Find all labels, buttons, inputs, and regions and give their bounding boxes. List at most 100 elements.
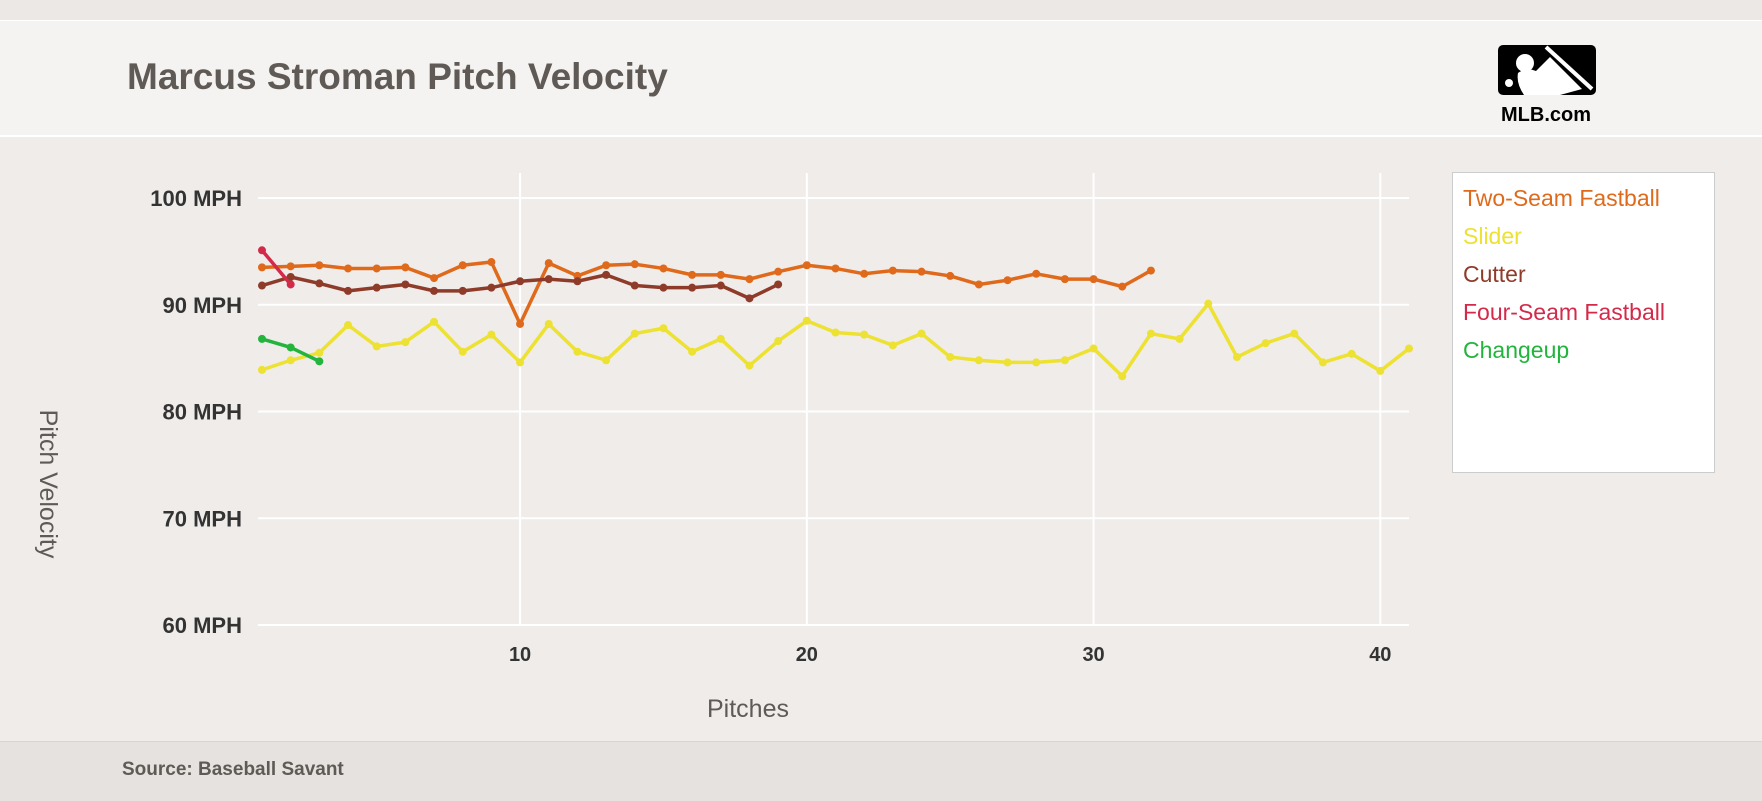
data-point [774, 337, 783, 346]
data-point [1261, 339, 1270, 348]
data-point [860, 330, 869, 339]
data-point [344, 286, 353, 295]
data-point [286, 356, 295, 365]
data-point [1146, 266, 1155, 275]
data-point [1060, 356, 1069, 365]
data-point [602, 356, 611, 365]
data-point [1318, 358, 1327, 367]
data-point [774, 280, 783, 289]
x-tick-label: 10 [509, 644, 531, 666]
data-point [516, 358, 525, 367]
data-point [258, 246, 266, 255]
data-point [487, 330, 496, 339]
chart-title: Marcus Stroman Pitch Velocity [127, 56, 668, 97]
data-point [688, 347, 697, 356]
data-point [688, 270, 697, 279]
data-point [458, 286, 467, 295]
data-point [745, 275, 754, 284]
data-point [286, 272, 295, 281]
y-tick-label: 90 MPH [163, 293, 242, 318]
data-point [258, 334, 266, 343]
y-tick-label: 70 MPH [163, 506, 242, 531]
data-point [602, 270, 611, 279]
data-point [544, 275, 553, 284]
mlb-logo: MLB.com [1496, 43, 1598, 129]
data-point [1204, 299, 1213, 308]
data-point [344, 321, 353, 330]
data-point [802, 261, 811, 270]
data-point [1146, 329, 1155, 338]
data-point [458, 347, 467, 356]
data-point [917, 267, 926, 276]
data-point [630, 260, 639, 269]
data-point [946, 271, 955, 280]
data-point [888, 341, 897, 350]
data-point [974, 356, 983, 365]
data-point [1089, 344, 1098, 353]
data-point [860, 269, 869, 278]
data-point [516, 319, 525, 328]
data-point [487, 258, 496, 267]
data-point [401, 263, 410, 272]
data-point [430, 274, 439, 283]
data-point [286, 280, 295, 289]
data-point [544, 259, 553, 268]
data-point [1376, 366, 1385, 375]
data-point [544, 319, 553, 328]
data-point [372, 342, 381, 351]
data-point [831, 264, 840, 273]
data-point [602, 261, 611, 270]
data-point [573, 277, 582, 286]
data-point [1118, 282, 1127, 291]
data-point [372, 264, 381, 273]
y-tick-label: 80 MPH [163, 400, 242, 425]
data-point [315, 279, 324, 288]
source-note: Source: Baseball Savant [122, 759, 344, 780]
data-point [258, 281, 266, 290]
data-point [458, 261, 467, 270]
y-tick-label: 100 MPH [150, 186, 242, 211]
data-point [1089, 275, 1098, 284]
data-point [315, 261, 324, 270]
data-point [286, 343, 295, 352]
data-point [716, 270, 725, 279]
data-point [344, 264, 353, 273]
series-line-four-seam-fastball [260, 249, 293, 286]
data-point [716, 281, 725, 290]
legend-item[interactable]: Four-Seam Fastball [1463, 299, 1665, 325]
data-point [516, 277, 525, 286]
series-line-two-seam-fastball [261, 260, 1152, 326]
data-point [487, 283, 496, 292]
legend-item[interactable]: Cutter [1463, 261, 1526, 287]
legend-item[interactable]: Slider [1463, 223, 1522, 249]
data-point [946, 353, 955, 362]
data-point [1003, 358, 1012, 367]
data-point [430, 286, 439, 295]
data-point [573, 347, 582, 356]
data-point [802, 316, 811, 325]
data-point [1232, 353, 1241, 362]
data-point [1118, 372, 1127, 381]
top-strip [0, 0, 1762, 21]
data-point [315, 357, 324, 366]
data-point [888, 266, 897, 275]
legend-item[interactable]: Changeup [1463, 337, 1570, 363]
series-line-slider [261, 301, 1411, 379]
data-point [745, 361, 754, 370]
y-axis-title: Pitch Velocity [34, 410, 62, 559]
data-point [745, 294, 754, 303]
data-point [430, 317, 439, 326]
x-axis-title: Pitches [707, 695, 789, 723]
y-tick-label: 60 MPH [163, 613, 242, 638]
data-point [1032, 269, 1041, 278]
data-point [688, 283, 697, 292]
x-tick-label: 20 [796, 644, 818, 666]
data-point [831, 328, 840, 337]
logo-text: MLB.com [1501, 104, 1591, 126]
x-tick-label: 40 [1369, 644, 1391, 666]
legend-item[interactable]: Two-Seam Fastball [1463, 185, 1660, 211]
chart-legend: Two-Seam Fastball Slider Cutter Four-Seam F… [1452, 172, 1715, 473]
data-point [401, 338, 410, 347]
chart-header [0, 21, 1762, 137]
